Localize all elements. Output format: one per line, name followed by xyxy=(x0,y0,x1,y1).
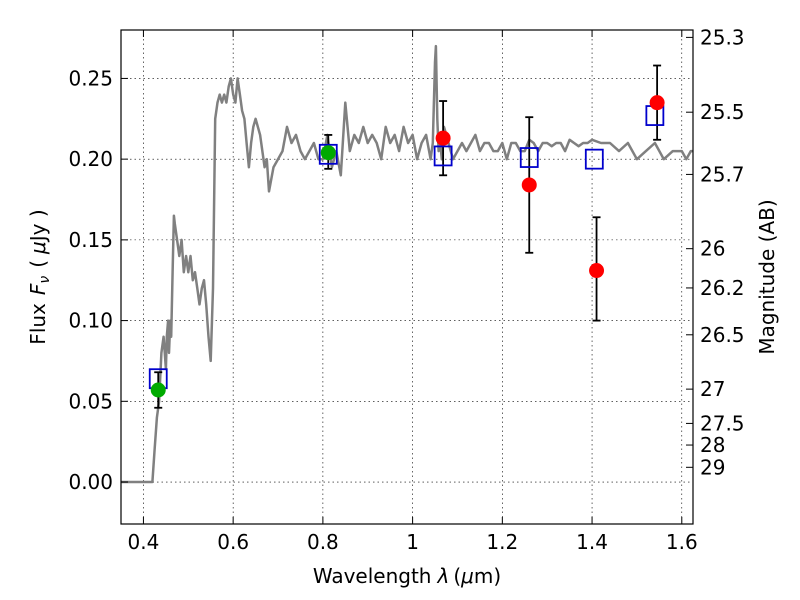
model-point-square xyxy=(584,148,604,170)
y2-tick-label: 25.3 xyxy=(700,25,745,49)
y2-axis-label: Magnitude (AB) xyxy=(755,199,779,354)
y2-tick-label: 26 xyxy=(700,237,725,261)
y2-tick-label: 25.7 xyxy=(700,162,745,186)
y2-tick-label: 26.5 xyxy=(700,323,745,347)
red-data-point xyxy=(435,130,451,146)
y-tick-label: 0.20 xyxy=(68,147,113,171)
plot-frame xyxy=(120,29,694,525)
y2-tick-label: 29 xyxy=(700,455,725,479)
x-tick-label: 1.4 xyxy=(576,530,608,554)
y2-tick-label: 25.5 xyxy=(700,100,745,124)
y2-tick-label: 28 xyxy=(700,433,725,457)
x-tick-label: 0.4 xyxy=(128,530,160,554)
red-data-point xyxy=(589,263,605,279)
y2-tick-label: 27 xyxy=(700,377,725,401)
green-data-point xyxy=(320,145,336,161)
y-tick-label: 0.05 xyxy=(68,389,113,413)
sed-model-curve xyxy=(121,44,693,484)
x-tick-label: 0.8 xyxy=(307,530,339,554)
grid xyxy=(121,30,693,524)
x-tick-label: 1.2 xyxy=(486,530,518,554)
sed-line xyxy=(121,44,693,484)
y2-tick-label: 27.5 xyxy=(700,411,745,435)
y-tick-label: 0.10 xyxy=(68,309,113,333)
red-data-point xyxy=(649,95,665,111)
x-axis-label: Wavelength λ (μm) xyxy=(313,564,501,588)
green-data-point xyxy=(150,382,166,398)
y-tick-label: 0.15 xyxy=(68,228,113,252)
y-axis: 0.00 0.05 0.10 0.15 0.20 0.25 xyxy=(68,66,128,494)
error-bars xyxy=(154,64,662,409)
observed-photometry-markers xyxy=(150,95,665,398)
model-point-square xyxy=(433,145,453,167)
model-point-square xyxy=(519,147,539,168)
x-axis: 0.4 0.6 0.8 1 1.2 1.4 1.6 xyxy=(128,30,698,554)
model-photometry-markers xyxy=(148,105,665,390)
model-point-square xyxy=(318,143,338,165)
x-tick-label: 1.6 xyxy=(666,530,698,554)
y2-tick-label: 26.2 xyxy=(700,276,745,300)
y-tick-label: 0.00 xyxy=(68,470,113,494)
y-tick-label: 0.25 xyxy=(68,66,113,90)
x-tick-label: 0.6 xyxy=(217,530,249,554)
x-tick-label: 1 xyxy=(406,530,419,554)
red-data-point xyxy=(521,177,537,193)
y-axis-label: FluxFν(μJy ) xyxy=(26,209,53,344)
